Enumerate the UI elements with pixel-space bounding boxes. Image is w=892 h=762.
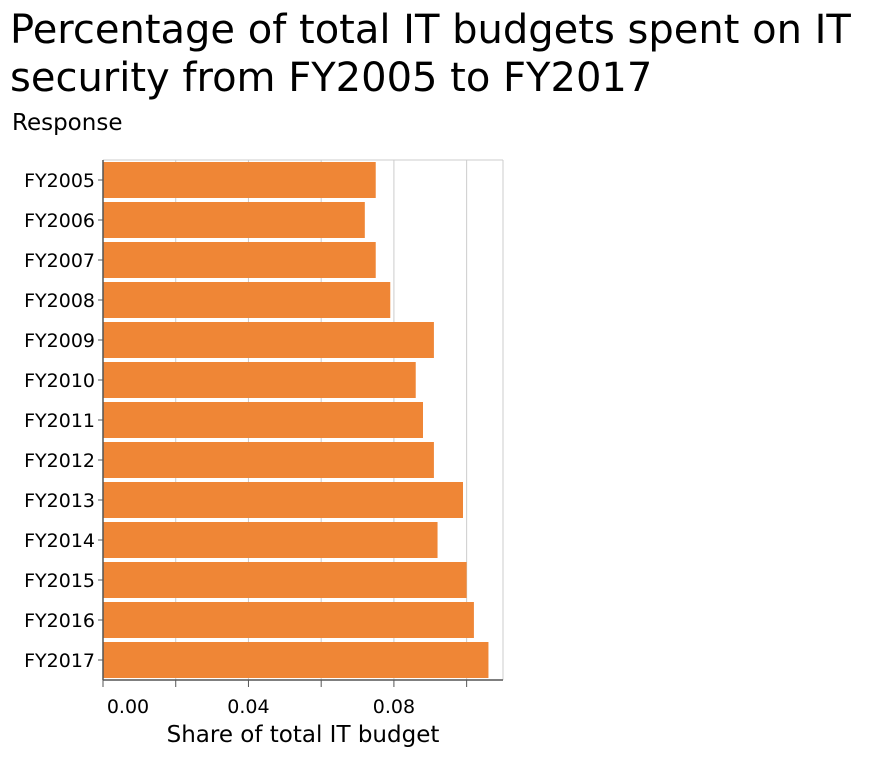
- x-tick-label-0: 0.00: [107, 696, 149, 718]
- bar-FY2009: [103, 322, 434, 358]
- chart-title: Percentage of total IT budgets spent on …: [10, 7, 851, 101]
- y-tick-label-FY2016: FY2016: [24, 610, 95, 632]
- bar-FY2006: [103, 202, 365, 238]
- x-tick-label-2: 0.08: [373, 696, 415, 718]
- x-tick-label-1: 0.04: [227, 696, 269, 718]
- bar-FY2016: [103, 602, 474, 638]
- bar-FY2017: [103, 642, 489, 678]
- y-tick-label-FY2015: FY2015: [24, 570, 95, 592]
- bar-FY2005: [103, 162, 376, 198]
- bar-FY2007: [103, 242, 376, 278]
- bars: [103, 162, 489, 678]
- y-tick-label-FY2005: FY2005: [24, 170, 95, 192]
- y-tick-label-FY2008: FY2008: [24, 290, 95, 312]
- y-tick-label-FY2007: FY2007: [24, 250, 95, 272]
- bar-FY2011: [103, 402, 423, 438]
- bar-FY2010: [103, 362, 416, 398]
- y-tick-label-FY2013: FY2013: [24, 490, 95, 512]
- bar-FY2013: [103, 482, 463, 518]
- bar-FY2008: [103, 282, 391, 318]
- y-tick-label-FY2014: FY2014: [24, 530, 95, 552]
- x-axis-title: Share of total IT budget: [166, 722, 440, 748]
- y-tick-label-FY2017: FY2017: [24, 650, 95, 672]
- y-axis-title: Response: [12, 110, 123, 136]
- bar-FY2014: [103, 522, 438, 558]
- y-tick-label-FY2012: FY2012: [24, 450, 95, 472]
- bar-FY2015: [103, 562, 467, 598]
- y-tick-label-FY2009: FY2009: [24, 330, 95, 352]
- bar-FY2012: [103, 442, 434, 478]
- axes: FY2005 FY2006 FY2007 FY2008 FY2009 FY2010 FY20…: [24, 160, 503, 718]
- y-tick-label-FY2010: FY2010: [24, 370, 95, 392]
- y-tick-label-FY2011: FY2011: [24, 410, 95, 432]
- y-tick-label-FY2006: FY2006: [24, 210, 95, 232]
